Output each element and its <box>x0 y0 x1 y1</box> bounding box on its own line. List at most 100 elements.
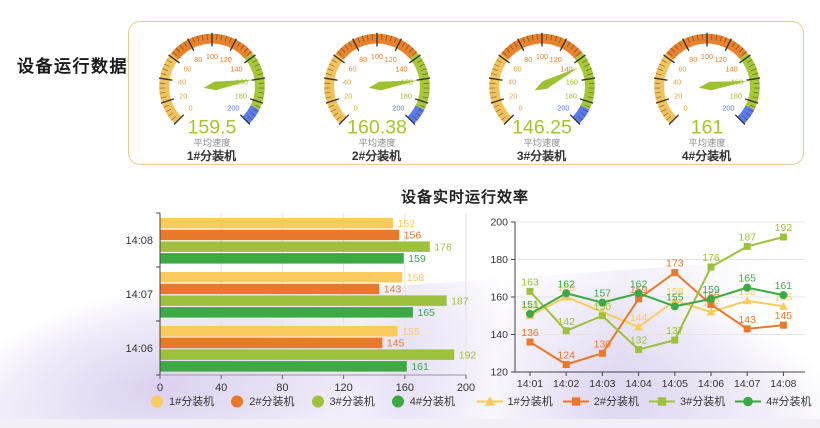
gauge-minor-tick <box>584 104 591 108</box>
gauge-minor-tick <box>723 37 727 44</box>
bottom-strip <box>0 419 820 428</box>
legend-item-4[interactable]: 4#分装机 <box>391 393 455 409</box>
gauge-major-tick <box>414 98 428 104</box>
gauge-minor-tick <box>521 37 525 44</box>
gauge-minor-tick <box>196 35 199 42</box>
gauge-tick-label: 80 <box>689 55 697 64</box>
gauge-major-tick <box>580 77 595 81</box>
legend-item-2[interactable]: 2#分装机 <box>230 393 295 409</box>
legend-item-1[interactable]: 1#分装机 <box>150 393 214 409</box>
gauge-tick-label: 0 <box>353 103 357 112</box>
gauge-minor-tick <box>421 73 428 76</box>
bar-value-label: 165 <box>417 307 435 319</box>
x-axis-label: 14:07 <box>734 378 760 390</box>
legend-dot <box>391 395 404 407</box>
gauge-tick-label: 60 <box>678 64 686 73</box>
gauge-minor-tick <box>505 47 510 53</box>
gauge-minor-tick <box>719 35 722 42</box>
square-marker <box>598 312 606 320</box>
legend-label: 2#分装机 <box>249 396 295 408</box>
gauge-minor-tick <box>335 116 341 121</box>
square-marker <box>571 396 580 406</box>
gauge-minor-tick <box>545 33 547 40</box>
gauge-major-tick <box>653 77 668 81</box>
gauge-unit-label: 平均速度 <box>688 137 725 148</box>
point-value-label: 130 <box>594 338 612 350</box>
category-label: 14:06 <box>125 343 153 355</box>
legend-item-2[interactable]: 2#分装机 <box>562 393 639 409</box>
gauge-tick-label: 200 <box>227 103 239 112</box>
gauge-minor-tick <box>343 44 349 50</box>
gauge-major-tick <box>243 54 256 64</box>
gauge-minor-tick <box>752 96 759 99</box>
gauge-tick-label: 40 <box>178 77 186 86</box>
legend-item-3[interactable]: 3#分装机 <box>649 393 725 409</box>
gauge-major-tick <box>488 77 503 81</box>
gauge-minor-tick <box>490 73 497 76</box>
gauge-minor-tick <box>415 112 421 117</box>
legend-item-4[interactable]: 4#分装机 <box>735 393 812 409</box>
gauge-tick-label: 120 <box>384 55 396 64</box>
category-label: 14:07 <box>125 289 153 301</box>
point-value-label: 165 <box>738 273 756 285</box>
gauge-minor-tick <box>714 34 717 41</box>
gauge-minor-tick <box>495 108 501 113</box>
gauge-zone-arc <box>574 52 595 110</box>
line-chart: 120 140 160 180 200 14:01 14:02 14:03 14:04 14:05… <box>490 217 805 390</box>
gauge-tick-label: 20 <box>509 91 517 100</box>
gauge-unit-label: 平均速度 <box>358 137 395 148</box>
bar-value-label: 156 <box>404 230 422 242</box>
gauge-minor-tick <box>569 44 575 50</box>
point-value-label: 161 <box>775 280 793 292</box>
bar-chart: 0 40 80 120 160 20014:0815215617615914:071581… <box>125 212 476 394</box>
gauge-zone-arc <box>170 33 252 60</box>
gauge-major-tick <box>351 38 359 52</box>
gauge-tick-label: 0 <box>518 103 522 112</box>
legend-label: 4#分装机 <box>409 396 455 408</box>
gauge-minor-tick <box>411 51 417 56</box>
gauge-minor-tick <box>191 37 195 44</box>
square-marker <box>779 321 787 329</box>
x-axis-label: 14:08 <box>770 378 796 390</box>
gauge-unit-label: 平均速度 <box>193 137 230 148</box>
gauge-minor-tick <box>549 34 552 41</box>
gauge-major-tick <box>745 77 760 81</box>
gauge-major-tick <box>158 77 173 81</box>
gauge-tick-label: 120 <box>219 55 231 64</box>
gauge-minor-tick <box>255 68 262 71</box>
gauge-value: 160.38 <box>347 116 407 138</box>
legend-dot <box>311 395 324 407</box>
square-marker <box>562 327 570 335</box>
gauge-minor-tick <box>371 33 373 40</box>
legend-item-1[interactable]: 1#分装机 <box>476 393 553 409</box>
gauge-major-tick <box>662 54 675 64</box>
gauge-minor-tick <box>489 91 496 94</box>
gauge-machine-label: 3#分装机 <box>516 149 567 163</box>
gauge-minor-tick <box>585 68 592 71</box>
gauge-major-tick <box>325 98 339 104</box>
point-value-label: 173 <box>666 258 684 270</box>
gauge-minor-tick <box>178 44 184 50</box>
gauge-minor-tick <box>489 96 496 99</box>
gauge-minor-tick <box>417 108 423 113</box>
gauge-minor-tick <box>165 108 171 113</box>
gauge-minor-tick <box>330 108 336 113</box>
gauge-minor-tick <box>418 63 425 67</box>
gauge-major-tick <box>490 98 504 104</box>
gauge-major-tick <box>579 98 593 104</box>
legend-label: 4#分装机 <box>766 396 812 408</box>
gauge-minor-tick <box>201 34 204 41</box>
gauge-zone-arc <box>665 33 747 60</box>
gauge-major-tick <box>734 114 745 125</box>
gauge-major-tick <box>497 54 510 64</box>
gauge-tick-label: 0 <box>683 103 687 112</box>
point-value-label: 192 <box>775 222 793 234</box>
gauge-minor-tick <box>356 37 360 44</box>
gauge-minor-tick <box>224 35 227 42</box>
legend-dot-icon <box>311 395 324 407</box>
bar <box>160 295 447 306</box>
point-value-label: 136 <box>521 327 539 339</box>
bar-value-label: 158 <box>407 272 425 284</box>
square-marker <box>779 233 787 241</box>
legend-item-3[interactable]: 3#分装机 <box>311 393 375 409</box>
